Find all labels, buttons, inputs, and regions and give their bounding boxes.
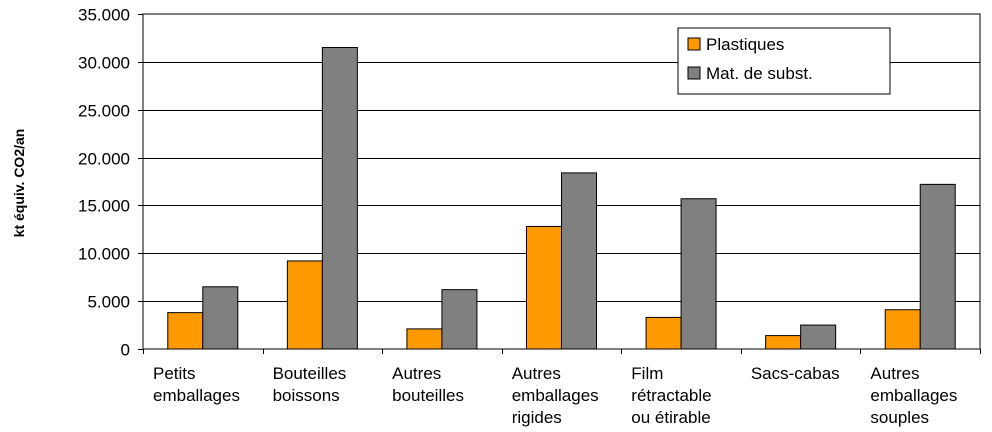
bar-plastiques-0 <box>167 312 204 350</box>
x-category-label: rétractable <box>631 386 711 405</box>
bars <box>167 47 956 350</box>
x-tick-labels: Petits emballages Bouteilles boissons Autres… <box>153 364 957 427</box>
x-category-label: rigides <box>512 408 562 427</box>
y-axis-title: kt équiv. CO2/an <box>11 129 27 238</box>
x-category-label: emballages <box>153 386 240 405</box>
y-tick-label: 10.000 <box>78 245 130 264</box>
bar-mat-de-subst-5 <box>800 324 837 350</box>
x-category-label: Autres <box>392 364 441 383</box>
x-category-label: Sacs-cabas <box>751 364 840 383</box>
x-category-label: souples <box>870 408 929 427</box>
y-tick-label: 5.000 <box>87 293 130 312</box>
legend-box <box>677 27 891 95</box>
x-category-label: Film <box>631 364 663 383</box>
bar-mat-de-subst-2 <box>441 289 478 350</box>
y-tick-label: 25.000 <box>78 102 130 121</box>
bar-plastiques-2 <box>406 328 443 350</box>
x-category-label: bouteilles <box>392 386 464 405</box>
legend-label: Mat. de subst. <box>706 64 813 83</box>
y-tick-labels: 0 5.000 10.000 15.000 20.000 25.000 30.000 35.0… <box>78 6 130 360</box>
y-tick-label: 0 <box>121 341 130 360</box>
bar-plastiques-5 <box>765 335 802 350</box>
bar-plastiques-1 <box>286 260 323 350</box>
x-category-label: ou étirable <box>631 408 710 427</box>
x-category-label: boissons <box>273 386 340 405</box>
legend-swatch <box>687 37 701 51</box>
bar-mat-de-subst-0 <box>202 286 239 350</box>
y-tick-label: 30.000 <box>78 54 130 73</box>
y-tick-label: 20.000 <box>78 150 130 169</box>
bar-plastiques-3 <box>526 225 562 350</box>
x-category-label: Bouteilles <box>273 364 347 383</box>
bar-plastiques-4 <box>645 316 682 350</box>
bar-plastiques-6 <box>884 309 921 350</box>
x-category-label: Autres <box>512 364 561 383</box>
x-category-label: emballages <box>512 386 599 405</box>
bar-mat-de-subst-1 <box>321 47 358 350</box>
legend-label: Plastiques <box>706 35 784 54</box>
x-category-label: Autres <box>870 364 919 383</box>
y-tick-label: 15.000 <box>78 197 130 216</box>
legend: Plastiques Mat. de subst. <box>677 27 891 95</box>
plot-frame <box>142 13 981 350</box>
bar-mat-de-subst-4 <box>680 198 717 350</box>
axes <box>138 13 981 354</box>
y-tick-label: 35.000 <box>78 6 130 25</box>
legend-swatch <box>687 66 701 80</box>
bar-mat-de-subst-3 <box>561 172 597 350</box>
x-category-label: emballages <box>870 386 957 405</box>
bar-mat-de-subst-6 <box>919 183 956 350</box>
x-category-label: Petits <box>153 364 196 383</box>
